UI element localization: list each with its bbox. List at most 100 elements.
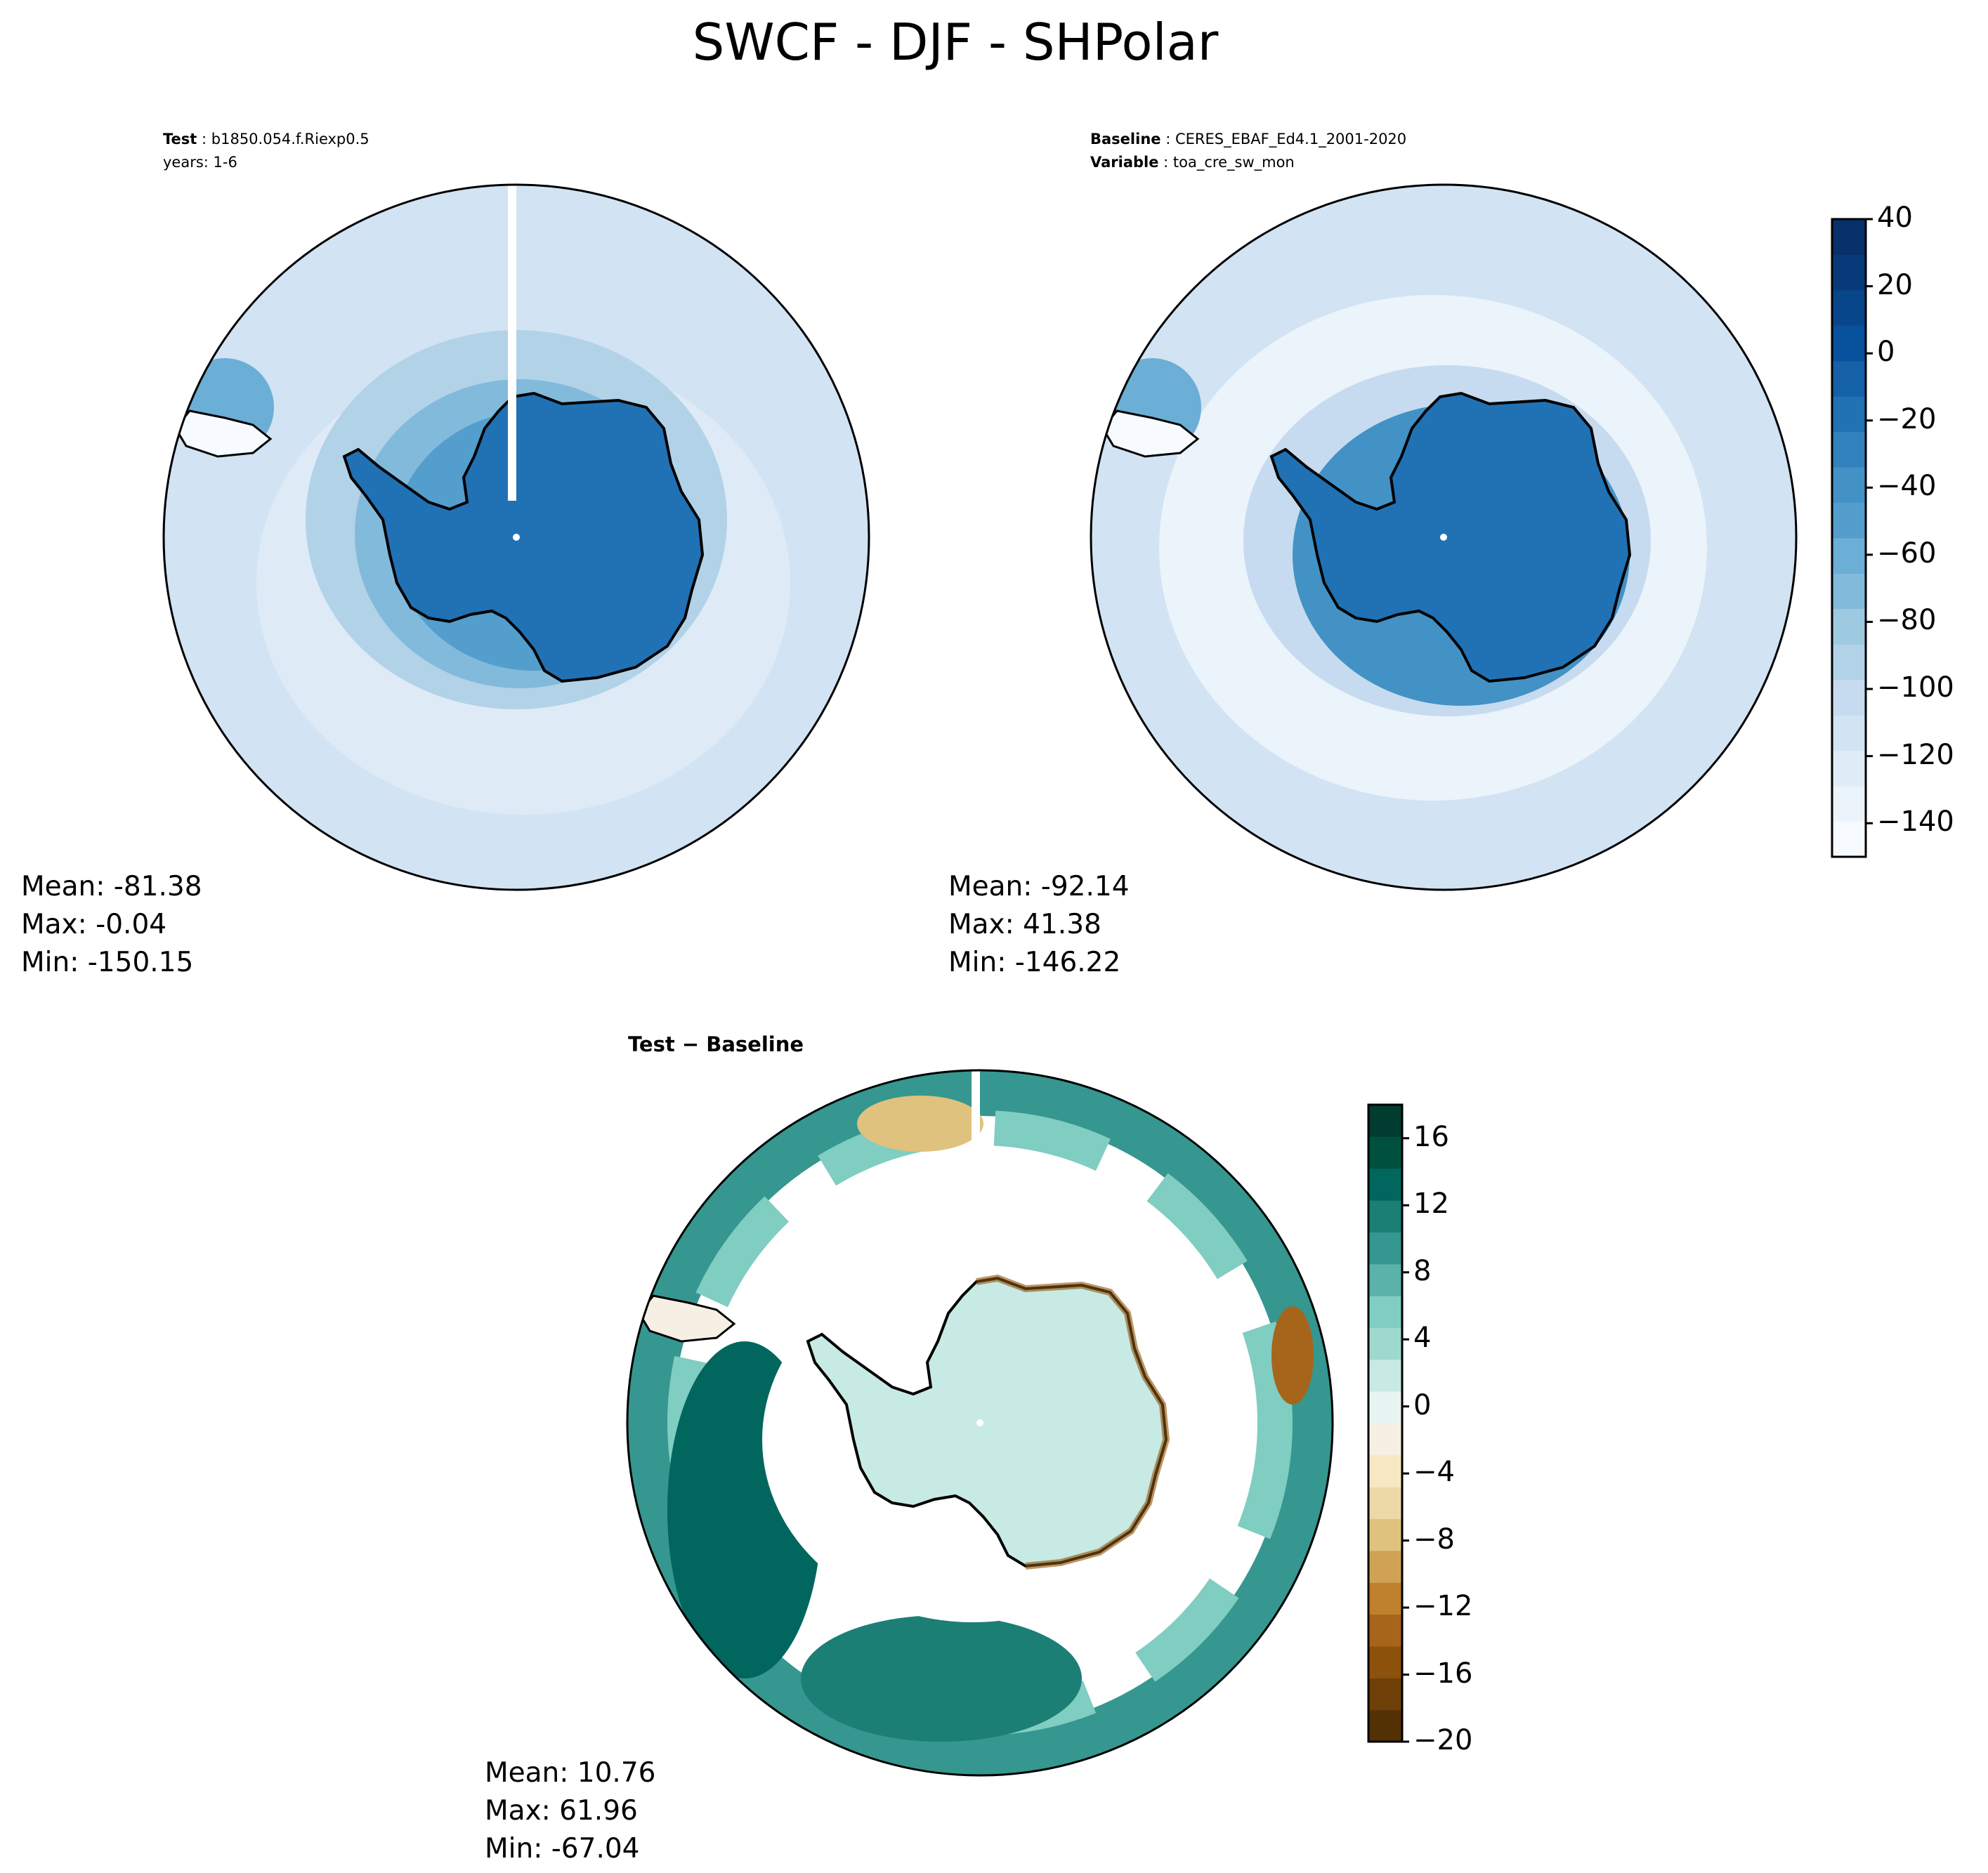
difference-colorbar-swatch bbox=[1368, 1327, 1402, 1360]
difference-colorbar-swatch bbox=[1368, 1454, 1402, 1487]
shared-colorbar-tick-label: −80 bbox=[1877, 604, 1937, 637]
difference-colorbar-swatch bbox=[1368, 1359, 1402, 1392]
shared-colorbar-swatch bbox=[1832, 502, 1866, 539]
test-mean: Mean: -81.38 bbox=[21, 871, 202, 902]
difference-colorbar-swatch bbox=[1368, 1678, 1402, 1711]
difference-title: Test − Baseline bbox=[628, 1032, 804, 1056]
difference-colorbar-swatch bbox=[1368, 1550, 1402, 1583]
shared-colorbar-swatch bbox=[1832, 396, 1866, 433]
difference-colorbar-swatch bbox=[1368, 1168, 1402, 1201]
difference-colorbar-swatch bbox=[1368, 1582, 1402, 1615]
shared-colorbar-swatch bbox=[1832, 679, 1866, 716]
baseline-min: Min: -146.22 bbox=[948, 947, 1121, 978]
test-antarctica bbox=[342, 391, 705, 683]
test-header-line-2: years: 1-6 bbox=[163, 154, 237, 171]
test-seam bbox=[508, 185, 516, 501]
difference-colorbar-tick-label: −20 bbox=[1413, 1724, 1473, 1756]
test-map bbox=[162, 183, 870, 891]
test-pole-marker bbox=[513, 534, 520, 541]
baseline-antarctica bbox=[1269, 391, 1632, 683]
difference-colorbar-swatch bbox=[1368, 1232, 1402, 1265]
baseline-header-line-2: Variable : toa_cre_sw_mon bbox=[1090, 154, 1295, 171]
baseline-max: Max: 41.38 bbox=[948, 909, 1101, 940]
shared-colorbar-swatch bbox=[1832, 325, 1866, 362]
difference-colorbar-swatch bbox=[1368, 1136, 1402, 1169]
difference-colorbar-swatch bbox=[1368, 1296, 1402, 1328]
shared-colorbar-swatch bbox=[1832, 821, 1866, 857]
shared-colorbar-tick-label: −120 bbox=[1877, 738, 1954, 771]
difference-colorbar-tick-label: 0 bbox=[1413, 1388, 1432, 1421]
difference-colorbar bbox=[1367, 1103, 1409, 1743]
test-header-line-1: Test : b1850.054.f.Riexp0.5 bbox=[163, 131, 370, 147]
baseline-stats: Mean: -92.14 Max: 41.38 Min: -146.22 bbox=[948, 868, 1130, 982]
difference-colorbar-swatch bbox=[1368, 1423, 1402, 1456]
test-stats: Mean: -81.38 Max: -0.04 Min: -150.15 bbox=[21, 868, 202, 982]
shared-colorbar-tick-label: 40 bbox=[1877, 202, 1913, 234]
difference-east-anomaly bbox=[1271, 1306, 1314, 1405]
baseline-header: Baseline : CERES_EBAF_Ed4.1_2001-2020 Va… bbox=[1090, 128, 1406, 174]
difference-pole-marker bbox=[976, 1419, 983, 1426]
shared-colorbar-swatch bbox=[1832, 289, 1866, 326]
shared-colorbar-tick-label: −140 bbox=[1877, 806, 1954, 839]
difference-seam bbox=[972, 1070, 980, 1148]
test-max: Max: -0.04 bbox=[21, 909, 167, 940]
difference-colorbar-swatch bbox=[1368, 1518, 1402, 1551]
shared-colorbar-swatch bbox=[1832, 219, 1866, 255]
shared-colorbar-tick-label: −60 bbox=[1877, 537, 1937, 570]
difference-colorbar-tick-label: 12 bbox=[1413, 1188, 1449, 1221]
shared-colorbar bbox=[1831, 218, 1873, 858]
difference-colorbar-swatch bbox=[1368, 1614, 1402, 1647]
difference-colorbar-tick-label: 16 bbox=[1413, 1120, 1449, 1153]
shared-colorbar-tick-label: 0 bbox=[1877, 336, 1895, 369]
difference-stats: Mean: 10.76 Max: 61.96 Min: -67.04 bbox=[485, 1754, 655, 1868]
test-map-boundary bbox=[162, 183, 870, 891]
figure-title: SWCF - DJF - SHPolar bbox=[692, 13, 1219, 72]
difference-colorbar-tick-label: −4 bbox=[1413, 1456, 1455, 1489]
difference-colorbar-swatch bbox=[1368, 1200, 1402, 1233]
difference-colorbar-tick-label: 8 bbox=[1413, 1254, 1432, 1287]
shared-colorbar-swatch bbox=[1832, 360, 1866, 397]
shared-colorbar-swatch bbox=[1832, 254, 1866, 291]
baseline-mean: Mean: -92.14 bbox=[948, 871, 1130, 902]
shared-colorbar-tick-label: −20 bbox=[1877, 402, 1937, 435]
difference-colorbar-swatch bbox=[1368, 1105, 1402, 1137]
difference-colorbar-frame bbox=[1367, 1103, 1404, 1743]
difference-mean: Mean: 10.76 bbox=[485, 1757, 656, 1789]
difference-colorbar-swatch bbox=[1368, 1391, 1402, 1424]
baseline-map bbox=[1090, 183, 1798, 891]
difference-colorbar-tick-label: −16 bbox=[1413, 1657, 1473, 1690]
shared-colorbar-frame bbox=[1831, 218, 1867, 858]
shared-colorbar-swatch bbox=[1832, 750, 1866, 787]
difference-colorbar-swatch bbox=[1368, 1645, 1402, 1678]
difference-colorbar-tick-label: 4 bbox=[1413, 1322, 1432, 1355]
shared-colorbar-swatch bbox=[1832, 715, 1866, 751]
difference-map bbox=[626, 1069, 1334, 1777]
shared-colorbar-tick-label: 20 bbox=[1877, 268, 1913, 301]
difference-south-field bbox=[801, 1615, 1082, 1742]
difference-coastal-anomaly bbox=[976, 1274, 1170, 1570]
shared-colorbar-swatch bbox=[1832, 431, 1866, 468]
difference-min: Min: -67.04 bbox=[485, 1833, 640, 1865]
difference-map-boundary bbox=[626, 1069, 1334, 1777]
shared-colorbar-swatch bbox=[1832, 786, 1866, 822]
shared-colorbar-tick-label: −40 bbox=[1877, 470, 1937, 503]
shared-colorbar-tick-label: −100 bbox=[1877, 671, 1954, 704]
difference-north-anomaly bbox=[857, 1096, 983, 1152]
difference-colorbar-tick-label: −8 bbox=[1413, 1523, 1455, 1556]
test-header: Test : b1850.054.f.Riexp0.5 years: 1-6 bbox=[163, 128, 370, 174]
shared-colorbar-swatch bbox=[1832, 467, 1866, 504]
difference-colorbar-tick-label: −12 bbox=[1413, 1590, 1473, 1623]
difference-max: Max: 61.96 bbox=[485, 1795, 638, 1827]
baseline-map-boundary bbox=[1090, 183, 1798, 891]
difference-colorbar-swatch bbox=[1368, 1487, 1402, 1520]
difference-colorbar-swatch bbox=[1368, 1263, 1402, 1296]
baseline-pole-marker bbox=[1440, 534, 1447, 541]
shared-colorbar-swatch bbox=[1832, 608, 1866, 645]
shared-colorbar-swatch bbox=[1832, 573, 1866, 610]
test-min: Min: -150.15 bbox=[21, 947, 194, 978]
shared-colorbar-swatch bbox=[1832, 644, 1866, 681]
baseline-header-line-1: Baseline : CERES_EBAF_Ed4.1_2001-2020 bbox=[1090, 131, 1407, 147]
shared-colorbar-swatch bbox=[1832, 538, 1866, 574]
difference-colorbar-swatch bbox=[1368, 1709, 1402, 1742]
